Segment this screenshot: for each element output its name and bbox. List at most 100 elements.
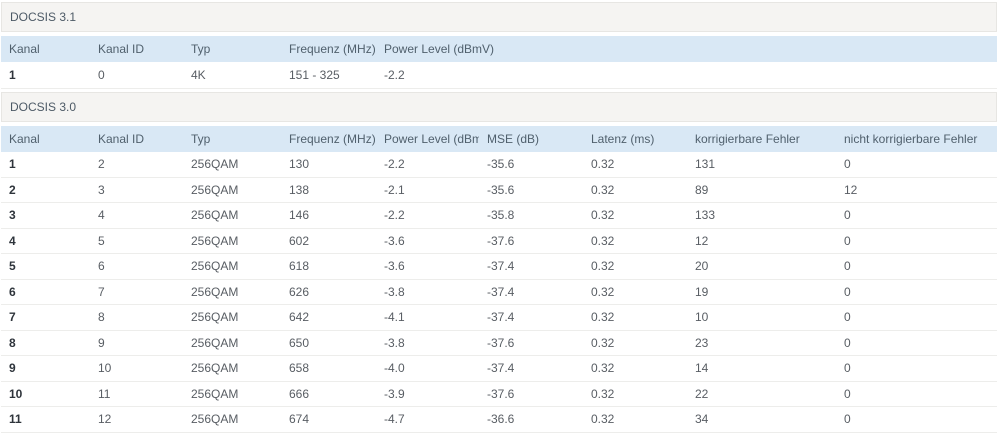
cell: -37.4 (479, 279, 583, 305)
cell: 10 (687, 304, 836, 331)
cell: 0.32 (583, 202, 687, 229)
cell: 2 (90, 151, 183, 178)
cell: 674 (281, 406, 376, 433)
column-header: Latenz (ms) (583, 125, 687, 152)
cell: 0.32 (583, 355, 687, 382)
table-row: 11 12 256QAM 674 -4.7 -36.6 0.32 34 0 (1, 406, 997, 433)
cell: 666 (281, 381, 376, 407)
cell: 642 (281, 304, 376, 331)
cell: -3.8 (376, 279, 479, 305)
section-title-docsis-3-0: DOCSIS 3.0 (1, 91, 997, 122)
cell: 0.32 (583, 279, 687, 305)
cell: 146 (281, 202, 376, 229)
cell: 131 (687, 151, 836, 178)
column-header: Frequenz (MHz) (281, 36, 376, 62)
cell: 4 (90, 202, 183, 229)
cell: 0.32 (583, 381, 687, 407)
cell: 256QAM (183, 202, 281, 229)
cell: 19 (687, 279, 836, 305)
cell: 0.32 (583, 406, 687, 433)
section-title-docsis-3-1: DOCSIS 3.1 (1, 2, 997, 32)
cell: 12 (836, 177, 997, 203)
column-header: korrigierbare Fehler (687, 125, 836, 152)
cell: -4.0 (376, 355, 479, 382)
table-row: 1 2 256QAM 130 -2.2 -35.6 0.32 131 0 (1, 151, 997, 178)
cell: 0 (836, 330, 997, 356)
cell: 256QAM (183, 151, 281, 178)
cell: 9 (90, 330, 183, 356)
cell: -37.6 (479, 330, 583, 356)
table-row: 10 11 256QAM 666 -3.9 -37.6 0.32 22 0 (1, 381, 997, 407)
table-row: 6 7 256QAM 626 -3.8 -37.4 0.32 19 0 (1, 279, 997, 305)
cell: 0.32 (583, 330, 687, 356)
cell: -37.4 (479, 304, 583, 331)
cell: 0 (90, 62, 183, 89)
table-row: 5 6 256QAM 618 -3.6 -37.4 0.32 20 0 (1, 253, 997, 280)
docsis-3-0-channel-table: Kanal Kanal ID Typ Frequenz (MHz) Power Leve… (1, 125, 997, 433)
cell: -35.8 (479, 202, 583, 229)
cell: -37.4 (479, 355, 583, 382)
column-header: MSE (dB) (479, 125, 583, 152)
cell: -3.9 (376, 381, 479, 407)
cell: 0 (836, 151, 997, 178)
cell: 3 (90, 177, 183, 203)
column-header: Typ (183, 36, 281, 62)
table-row: 7 8 256QAM 642 -4.1 -37.4 0.32 10 0 (1, 304, 997, 331)
cell: 650 (281, 330, 376, 356)
cell: -2.2 (376, 151, 479, 178)
column-header: Power Level (dBmV) (376, 125, 479, 152)
cell: 11 (90, 381, 183, 407)
cell: 34 (687, 406, 836, 433)
cell-kanal: 9 (1, 355, 90, 382)
cell: -2.2 (376, 202, 479, 229)
cell: 0.32 (583, 253, 687, 280)
cell: 256QAM (183, 253, 281, 280)
cell-kanal: 2 (1, 177, 90, 203)
cell: -37.4 (479, 253, 583, 280)
cell: -3.8 (376, 330, 479, 356)
cell: -3.6 (376, 253, 479, 280)
cell: 0 (836, 202, 997, 229)
cell: -35.6 (479, 151, 583, 178)
cell-kanal: 1 (1, 62, 90, 89)
cell-kanal: 3 (1, 202, 90, 229)
cell: 6 (90, 253, 183, 280)
cell: 22 (687, 381, 836, 407)
cell: 256QAM (183, 177, 281, 203)
column-header: nicht korrigierbare Fehler (836, 125, 997, 152)
cell-kanal: 10 (1, 381, 90, 407)
cell: 0 (836, 355, 997, 382)
cell: 151 - 325 (281, 62, 376, 89)
cell: 133 (687, 202, 836, 229)
cell: -37.6 (479, 381, 583, 407)
cell: 256QAM (183, 304, 281, 331)
column-header: Kanal (1, 36, 90, 62)
cell-kanal: 1 (1, 151, 90, 178)
cell: -36.6 (479, 406, 583, 433)
cell: -4.1 (376, 304, 479, 331)
cell: 5 (90, 228, 183, 254)
cell: 658 (281, 355, 376, 382)
cell: 12 (687, 228, 836, 254)
column-header: Power Level (dBmV) (376, 36, 997, 62)
cell-kanal: 11 (1, 406, 90, 433)
cell: 256QAM (183, 381, 281, 407)
cell: 89 (687, 177, 836, 203)
cell: 0 (836, 279, 997, 305)
cell: 256QAM (183, 228, 281, 254)
table-row: 8 9 256QAM 650 -3.8 -37.6 0.32 23 0 (1, 330, 997, 356)
column-header: Frequenz (MHz) (281, 125, 376, 152)
cell: 138 (281, 177, 376, 203)
cell: 602 (281, 228, 376, 254)
cell-kanal: 8 (1, 330, 90, 356)
cell: 20 (687, 253, 836, 280)
cell: 0 (836, 381, 997, 407)
cell: 0.32 (583, 228, 687, 254)
cell-kanal: 6 (1, 279, 90, 305)
cell: 0 (836, 253, 997, 280)
table-header-row: Kanal Kanal ID Typ Frequenz (MHz) Power Leve… (1, 36, 997, 62)
cell: 618 (281, 253, 376, 280)
cell: -3.6 (376, 228, 479, 254)
cell: 14 (687, 355, 836, 382)
cell: 626 (281, 279, 376, 305)
